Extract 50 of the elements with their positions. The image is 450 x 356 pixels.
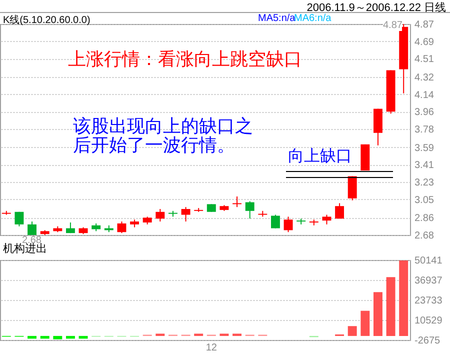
annotation: 该股出现向上的缺口之后开始了一波行情。 [73, 116, 254, 155]
chart-title: 机构进出 [3, 243, 47, 256]
candlestick [117, 221, 126, 234]
candlestick [245, 200, 254, 220]
bar [373, 292, 382, 336]
candlestick [156, 208, 165, 222]
candlestick [14, 211, 24, 227]
candlestick [270, 214, 280, 229]
y-tick-label: 4.32 [414, 72, 434, 84]
y-tick-label: -2675 [414, 336, 441, 346]
text: MA5:n/a [258, 13, 296, 24]
bar [386, 277, 396, 336]
bar [40, 336, 50, 339]
y-tick-label: 4.87 [414, 20, 434, 30]
chart-subtitle: K线(5.10.20.60.0.0) [3, 14, 90, 27]
y-tick-label: 36937 [414, 276, 443, 286]
y-tick-label: 50141 [414, 256, 443, 266]
y-tick-label: 10529 [414, 316, 443, 326]
y-tick-label: 2.68 [414, 230, 434, 242]
y-tick-label: 3.23 [414, 178, 434, 189]
chart-title: 2006.11.9～2006.12.22 日线 [306, 1, 446, 14]
y-tick-label: 3.05 [414, 194, 434, 206]
y-tick-label: 3.96 [414, 107, 434, 118]
bar [360, 310, 370, 336]
annotation: 上涨行情：看涨向上跳空缺口 [68, 48, 302, 71]
bar [348, 326, 357, 336]
y-tick-label: 3.41 [414, 160, 434, 172]
bar [78, 336, 88, 339]
candlestick [348, 176, 357, 201]
bar [66, 336, 75, 339]
bar [53, 336, 62, 340]
y-tick-label: 23733 [414, 296, 443, 306]
candlestick [181, 206, 190, 222]
y-tick-label: 2.86 [414, 213, 434, 224]
x-tick-label: 12 [206, 342, 218, 354]
candlestick [28, 221, 37, 236]
annotation: 向上缺口 [288, 146, 352, 167]
candlestick [284, 216, 293, 233]
y-tick-label: 3.78 [414, 124, 434, 136]
bar [399, 260, 408, 336]
annotation: 4.87 [383, 20, 402, 31]
candlestick [322, 214, 332, 225]
candlestick [232, 196, 242, 208]
y-tick-label: 4.14 [414, 90, 434, 101]
y-tick-label: 4.69 [414, 36, 434, 48]
text: MA6:n/a [294, 13, 332, 24]
y-tick-label: 3.59 [414, 142, 434, 154]
candlestick [335, 202, 344, 220]
bar [28, 336, 37, 339]
y-tick-label: 4.51 [414, 54, 434, 66]
